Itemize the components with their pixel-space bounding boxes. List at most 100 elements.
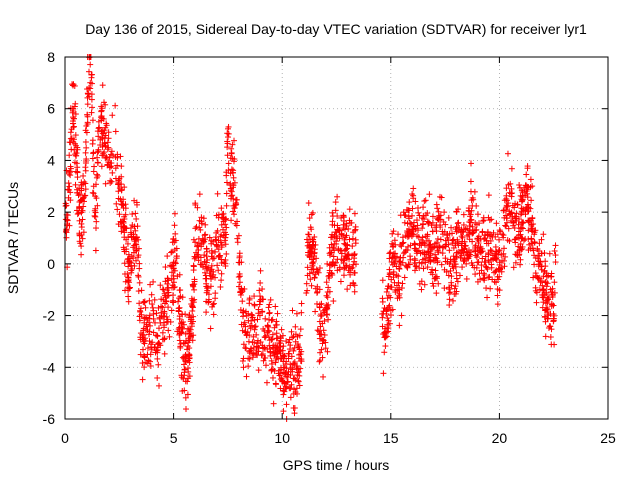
data-point — [157, 282, 164, 289]
data-point — [105, 159, 112, 166]
data-point — [425, 237, 432, 244]
data-point — [82, 149, 89, 156]
data-point — [219, 211, 226, 218]
data-point — [517, 211, 524, 218]
data-point — [149, 304, 156, 311]
data-point — [396, 265, 403, 272]
data-point — [414, 222, 421, 229]
data-point — [330, 298, 337, 305]
data-point — [380, 370, 387, 377]
data-point — [435, 249, 442, 256]
data-point — [500, 207, 507, 214]
data-point — [318, 331, 325, 338]
data-point — [210, 300, 217, 307]
data-point — [518, 187, 525, 194]
data-point — [73, 160, 80, 167]
data-point — [280, 343, 287, 350]
data-point — [329, 258, 336, 265]
data-point — [96, 124, 103, 131]
data-point — [206, 234, 213, 241]
data-point — [120, 204, 127, 211]
data-point — [308, 248, 315, 255]
data-point — [516, 247, 523, 254]
data-point — [341, 226, 348, 233]
data-point — [547, 286, 554, 293]
data-point — [224, 152, 231, 159]
data-point — [251, 324, 258, 331]
data-point — [259, 351, 266, 358]
data-point — [82, 192, 89, 199]
data-point — [186, 312, 193, 319]
data-point — [63, 229, 70, 236]
data-point — [89, 189, 96, 196]
data-point — [214, 227, 221, 234]
data-point — [99, 115, 106, 122]
data-point — [535, 252, 542, 259]
data-point — [415, 209, 422, 216]
data-point — [76, 231, 83, 238]
data-point — [256, 287, 263, 294]
data-point — [532, 287, 539, 294]
data-point — [222, 234, 229, 241]
data-point — [288, 328, 295, 335]
data-point — [294, 369, 301, 376]
data-point — [269, 374, 276, 381]
data-point — [317, 349, 324, 356]
data-point — [329, 221, 336, 228]
data-point — [350, 261, 357, 268]
data-point — [128, 231, 135, 238]
data-point — [155, 340, 162, 347]
data-point — [448, 273, 455, 280]
data-point — [171, 210, 178, 217]
data-point — [525, 183, 532, 190]
data-point — [234, 235, 241, 242]
data-point — [303, 280, 310, 287]
data-point — [78, 197, 85, 204]
data-point — [66, 222, 73, 229]
data-point — [323, 279, 330, 286]
data-point — [129, 211, 136, 218]
data-point — [410, 228, 417, 235]
data-point — [138, 311, 145, 318]
data-point — [287, 342, 294, 349]
data-point — [190, 262, 197, 269]
data-point — [540, 231, 547, 238]
data-point — [387, 249, 394, 256]
data-point — [92, 213, 99, 220]
data-point — [148, 346, 155, 353]
data-point — [399, 280, 406, 287]
data-point — [514, 201, 521, 208]
data-point — [277, 385, 284, 392]
data-point — [185, 368, 192, 375]
data-point — [146, 312, 153, 319]
data-point — [449, 230, 456, 237]
data-point — [150, 278, 157, 285]
data-point — [387, 294, 394, 301]
data-point — [133, 233, 140, 240]
data-point — [384, 321, 391, 328]
data-point — [351, 288, 358, 295]
data-point — [236, 279, 243, 286]
data-point — [491, 250, 498, 257]
data-point — [455, 206, 462, 213]
data-point — [351, 282, 358, 289]
data-point — [74, 211, 81, 218]
data-point — [118, 228, 125, 235]
data-point — [524, 165, 531, 172]
data-point — [109, 169, 116, 176]
data-point — [439, 250, 446, 257]
data-point — [396, 258, 403, 265]
data-point — [137, 307, 144, 314]
data-point — [134, 223, 141, 230]
data-point — [109, 112, 116, 119]
data-point — [85, 90, 92, 97]
data-point — [532, 270, 539, 277]
data-point — [241, 319, 248, 326]
data-point — [389, 240, 396, 247]
data-point — [407, 219, 414, 226]
data-point — [67, 135, 74, 142]
data-point — [516, 181, 523, 188]
data-point — [450, 265, 457, 272]
data-point — [447, 289, 454, 296]
data-point — [472, 271, 479, 278]
